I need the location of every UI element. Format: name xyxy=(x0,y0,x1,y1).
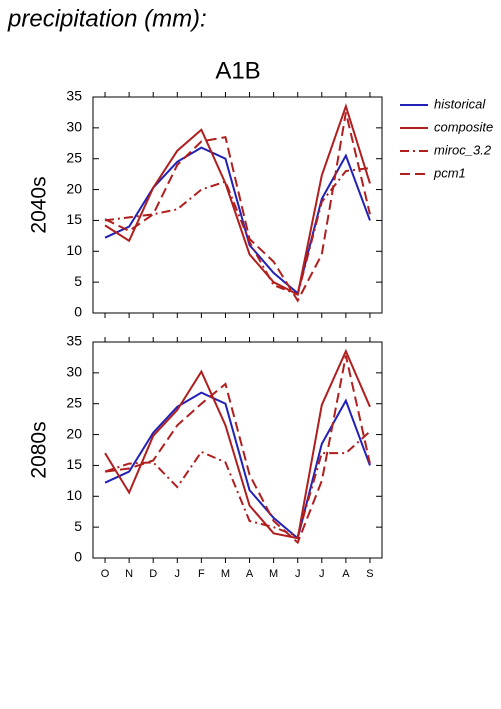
chart-title: A1B xyxy=(215,57,260,84)
y-tick-label: 35 xyxy=(66,88,82,104)
plot-frame xyxy=(92,96,383,314)
y-tick-label: 0 xyxy=(74,304,82,320)
series-line xyxy=(104,355,371,545)
y-tick-label: 0 xyxy=(74,549,82,565)
y-tick-label: 5 xyxy=(74,273,82,289)
y-tick-label: 15 xyxy=(66,456,82,472)
x-tick-label: J xyxy=(175,568,181,580)
series-line xyxy=(104,103,371,296)
x-tick-label: M xyxy=(269,568,278,580)
plot-frame xyxy=(92,341,383,559)
series-line xyxy=(104,391,371,541)
y-tick-label: 25 xyxy=(66,394,82,410)
x-tick-label: M xyxy=(221,568,230,580)
series-line xyxy=(104,348,371,540)
series-line xyxy=(104,112,371,303)
y-tick-label: 30 xyxy=(66,364,82,380)
y-tick-label: 10 xyxy=(66,242,82,258)
y-tick-label: 25 xyxy=(66,149,82,165)
y-tick-label: 30 xyxy=(66,119,82,135)
x-tick-label: N xyxy=(125,568,133,580)
legend-label: composite xyxy=(434,119,493,134)
x-tick-label: O xyxy=(101,568,110,580)
series-line xyxy=(104,166,371,296)
y-axis-label: 2080s xyxy=(28,421,51,478)
x-tick-label: J xyxy=(295,568,301,580)
y-axis-label: 2040s xyxy=(28,176,51,233)
x-tick-label: S xyxy=(366,568,373,580)
y-tick-label: 20 xyxy=(66,425,82,441)
y-tick-label: 15 xyxy=(66,211,82,227)
legend-label: miroc_3.2 xyxy=(434,142,492,157)
x-tick-label: J xyxy=(319,568,325,580)
y-tick-label: 10 xyxy=(66,487,82,503)
x-tick-label: F xyxy=(198,568,205,580)
y-tick-label: 5 xyxy=(74,518,82,534)
page-title: precipitation (mm): xyxy=(7,5,207,32)
x-tick-label: D xyxy=(149,568,157,580)
legend-label: historical xyxy=(434,96,486,111)
x-tick-label: A xyxy=(342,568,350,580)
legend-label: pcm1 xyxy=(433,165,466,180)
y-tick-label: 35 xyxy=(66,333,82,349)
y-tick-label: 20 xyxy=(66,180,82,196)
x-tick-label: A xyxy=(246,568,254,580)
